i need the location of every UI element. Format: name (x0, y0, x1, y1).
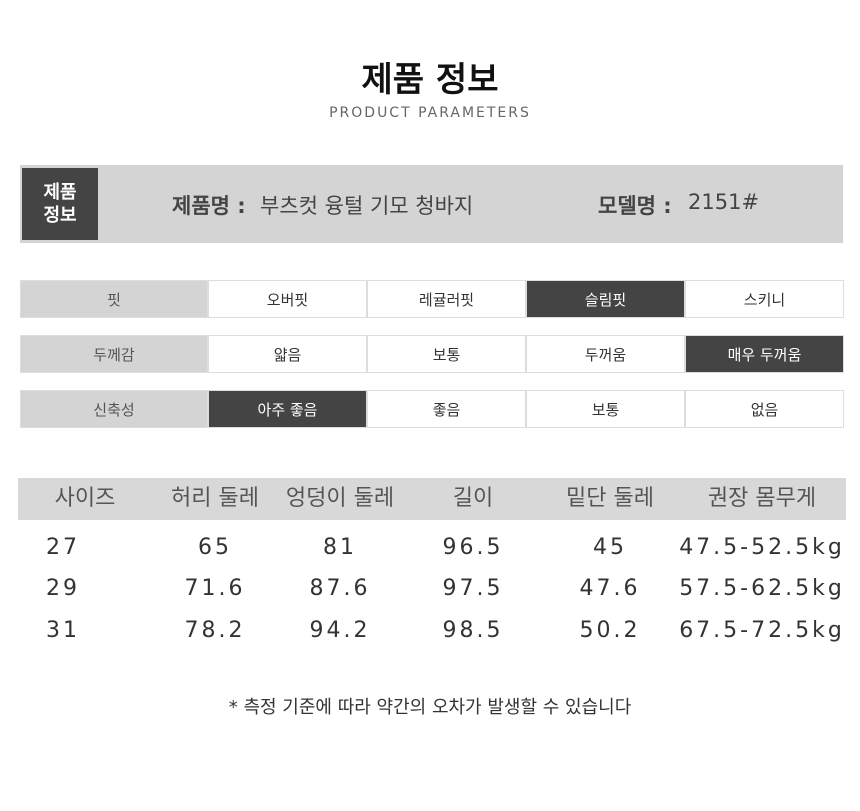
table-cell: 78.2 (184, 618, 246, 643)
name-label: 제품명 : (172, 194, 246, 218)
table-cell: 71.6 (184, 576, 246, 601)
attribute-option: 보통 (526, 390, 685, 428)
attribute-option: 스키니 (685, 280, 844, 318)
table-header-cell: 권장 몸무게 (707, 486, 817, 511)
table-cell: 87.6 (309, 576, 371, 601)
model-label: 모델명 : (598, 194, 672, 218)
table-header-cell: 허리 둘레 (171, 486, 259, 511)
title: 제품 정보 (361, 60, 499, 100)
attribute-label: 신축성 (20, 390, 208, 428)
model-value: 2151# (688, 190, 760, 214)
table-header-cell: 길이 (452, 486, 494, 511)
table-cell: 45 (593, 535, 627, 560)
table-cell: 96.5 (442, 535, 504, 560)
attribute-option: 두꺼움 (526, 335, 685, 373)
table-cell: 94.2 (309, 618, 371, 643)
table-header (18, 478, 846, 520)
table-header-cell: 밑단 둘레 (566, 486, 654, 511)
table-cell: 27 (46, 535, 80, 560)
table-header-cell: 엉덩이 둘레 (285, 486, 395, 511)
table-cell: 65 (198, 535, 232, 560)
attribute-option: 보통 (367, 335, 526, 373)
table-cell: 67.5-72.5kg (679, 618, 845, 643)
attribute-option: 슬림핏 (526, 280, 685, 318)
attribute-option: 매우 두꺼움 (685, 335, 844, 373)
attribute-option: 없음 (685, 390, 844, 428)
attribute-option: 좋음 (367, 390, 526, 428)
table-cell: 57.5-62.5kg (679, 576, 845, 601)
subtitle: PRODUCT PARAMETERS (329, 105, 531, 121)
attribute-label: 핏 (20, 280, 208, 318)
table-cell: 97.5 (442, 576, 504, 601)
attribute-option: 아주 좋음 (208, 390, 367, 428)
table-cell: 47.5-52.5kg (679, 535, 845, 560)
attribute-label: 두께감 (20, 335, 208, 373)
name-value: 부츠컷 융털 기모 청바지 (260, 194, 474, 218)
info-box (20, 165, 843, 243)
table-cell: 29 (46, 576, 80, 601)
table-header-cell: 사이즈 (54, 486, 116, 511)
table-cell: 50.2 (579, 618, 641, 643)
attribute-option: 얇음 (208, 335, 367, 373)
table-cell: 47.6 (579, 576, 641, 601)
table-cell: 98.5 (442, 618, 504, 643)
attribute-option: 오버핏 (208, 280, 367, 318)
info-label: 제품 정보 (22, 168, 98, 240)
attribute-option: 레귤러핏 (367, 280, 526, 318)
table-cell: 31 (46, 618, 80, 643)
footnote: * 측정 기준에 따라 약간의 오차가 발생할 수 있습니다 (228, 697, 632, 718)
table-cell: 81 (323, 535, 357, 560)
